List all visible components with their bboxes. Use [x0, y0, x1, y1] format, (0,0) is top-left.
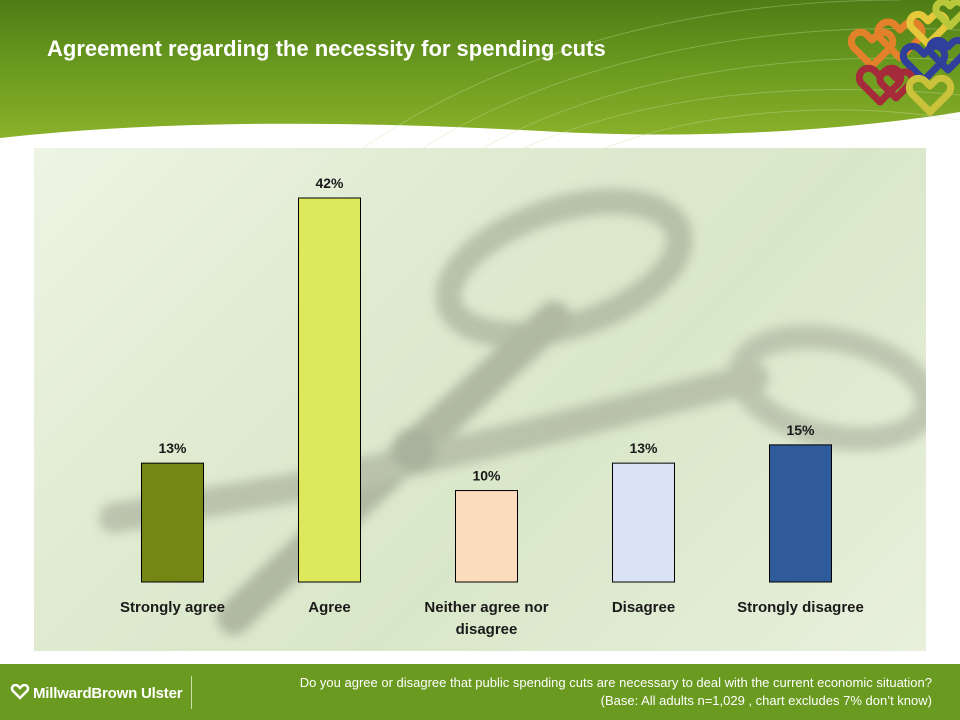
bar-3: [455, 490, 518, 583]
data-label-2: 42%: [315, 175, 344, 191]
brand-heart-icon: [10, 683, 30, 700]
survey-question: Do you agree or disagree that public spe…: [299, 675, 932, 690]
header-swoosh: [0, 0, 960, 150]
page-title: Agreement regarding the necessity for sp…: [47, 36, 606, 61]
bar-2: [298, 197, 361, 583]
category-label-4: Disagree: [612, 599, 675, 616]
footer-note: Do you agree or disagree that public spe…: [192, 674, 932, 710]
footer-bar: MillwardBrown Ulster Do you agree or dis…: [0, 664, 960, 720]
header-banner: Agreement regarding the necessity for sp…: [0, 0, 960, 150]
survey-base: (Base: All adults n=1,029 , chart exclud…: [600, 693, 932, 708]
category-label-1: Strongly agree: [120, 599, 225, 616]
footer-divider: [191, 676, 192, 709]
data-label-3: 10%: [472, 468, 501, 484]
brand-logo-text: MillwardBrown Ulster: [10, 683, 183, 702]
data-label-4: 13%: [629, 440, 658, 456]
category-label-5: Strongly disagree: [737, 599, 864, 616]
heart-chain-logo: [847, 0, 960, 116]
bar-4: [612, 462, 675, 583]
bar-1: [141, 462, 204, 583]
bar-chart: 13% Strongly agree 42% Agree 10% Neither agre…: [120, 175, 864, 638]
data-label-1: 13%: [158, 440, 187, 456]
category-label-3-line-1: Neither agree nor: [424, 599, 548, 616]
data-label-5: 15%: [786, 422, 815, 438]
category-label-2: Agree: [308, 599, 351, 616]
bar-5: [769, 444, 832, 583]
brand-name: MillwardBrown Ulster: [33, 685, 183, 702]
category-label-3-line-2: disagree: [456, 621, 518, 638]
chart-panel: 13% Strongly agree 42% Agree 10% Neither agre…: [34, 148, 926, 651]
